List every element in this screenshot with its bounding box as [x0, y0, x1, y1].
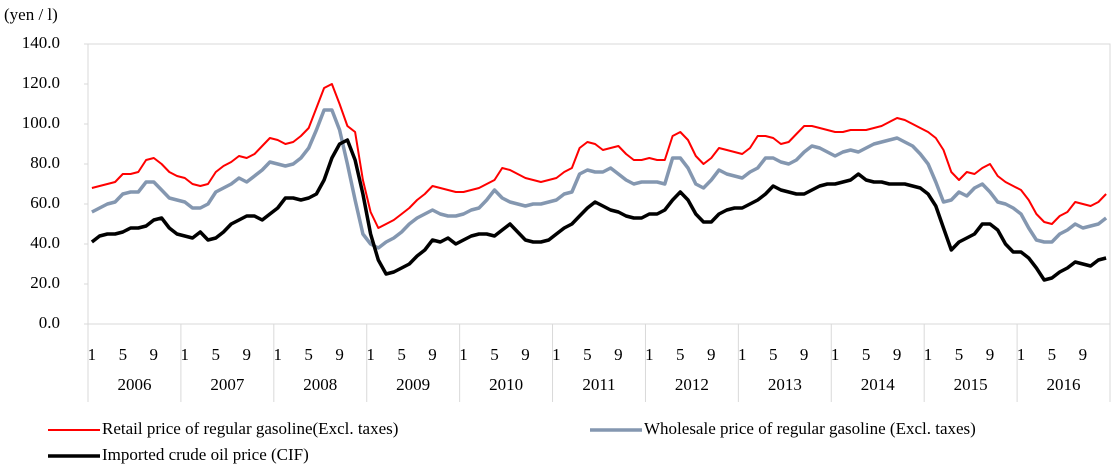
- x-tick-label: 9: [521, 345, 530, 364]
- x-tick-label: 1: [645, 345, 654, 364]
- year-label: 2008: [303, 375, 337, 394]
- x-tick-label: 9: [707, 345, 716, 364]
- y-tick-label: 140.0: [22, 33, 60, 52]
- year-label: 2006: [117, 375, 151, 394]
- x-tick-label: 1: [831, 345, 840, 364]
- x-tick-label: 5: [304, 345, 313, 364]
- y-tick-label: 0.0: [39, 313, 60, 332]
- legend-label: Retail price of regular gasoline(Excl. t…: [102, 419, 398, 438]
- x-tick-label: 5: [955, 345, 964, 364]
- x-tick-label: 1: [738, 345, 747, 364]
- series-line: [91, 83, 1107, 229]
- x-tick-label: 9: [893, 345, 902, 364]
- x-tick-label: 5: [769, 345, 778, 364]
- x-tick-label: 9: [242, 345, 251, 364]
- legend-label: Imported crude oil price (CIF): [102, 445, 309, 464]
- year-label: 2012: [675, 375, 709, 394]
- y-tick-label: 80.0: [30, 153, 60, 172]
- x-tick-label: 5: [676, 345, 685, 364]
- year-label: 2016: [1047, 375, 1081, 394]
- plot-area: [87, 43, 1111, 325]
- x-tick-label: 5: [119, 345, 128, 364]
- x-tick-label: 5: [490, 345, 499, 364]
- y-tick-label: 40.0: [30, 233, 60, 252]
- year-label: 2014: [861, 375, 896, 394]
- x-tick-label: 1: [273, 345, 282, 364]
- x-tick-label: 5: [212, 345, 221, 364]
- y-tick-label: 120.0: [22, 73, 60, 92]
- x-tick-label: 1: [459, 345, 468, 364]
- x-tick-label: 1: [924, 345, 933, 364]
- year-label: 2007: [210, 375, 245, 394]
- y-axis-label: (yen / l): [4, 5, 58, 24]
- y-tick-label: 100.0: [22, 113, 60, 132]
- x-tick-label: 9: [614, 345, 623, 364]
- x-tick-label: 1: [181, 345, 190, 364]
- x-tick-label: 5: [862, 345, 871, 364]
- x-tick-label: 9: [335, 345, 344, 364]
- series-line: [90, 138, 1107, 282]
- year-label: 2013: [768, 375, 802, 394]
- y-tick-label: 60.0: [30, 193, 60, 212]
- legend-label: Wholesale price of regular gasoline (Exc…: [644, 419, 976, 438]
- x-tick-label: 9: [1079, 345, 1088, 364]
- x-tick-label: 1: [366, 345, 375, 364]
- x-tick-label: 9: [150, 345, 159, 364]
- year-label: 2010: [489, 375, 523, 394]
- x-tick-label: 1: [1017, 345, 1026, 364]
- year-label: 2015: [954, 375, 988, 394]
- x-tick-label: 5: [397, 345, 406, 364]
- x-tick-label: 9: [986, 345, 995, 364]
- x-tick-label: 9: [428, 345, 437, 364]
- y-tick-label: 20.0: [30, 273, 60, 292]
- x-tick-label: 9: [800, 345, 809, 364]
- x-tick-label: 1: [88, 345, 97, 364]
- x-tick-label: 1: [552, 345, 561, 364]
- series-line: [91, 108, 1108, 250]
- year-label: 2011: [582, 375, 615, 394]
- x-tick-label: 5: [1048, 345, 1057, 364]
- x-tick-label: 5: [583, 345, 592, 364]
- year-label: 2009: [396, 375, 430, 394]
